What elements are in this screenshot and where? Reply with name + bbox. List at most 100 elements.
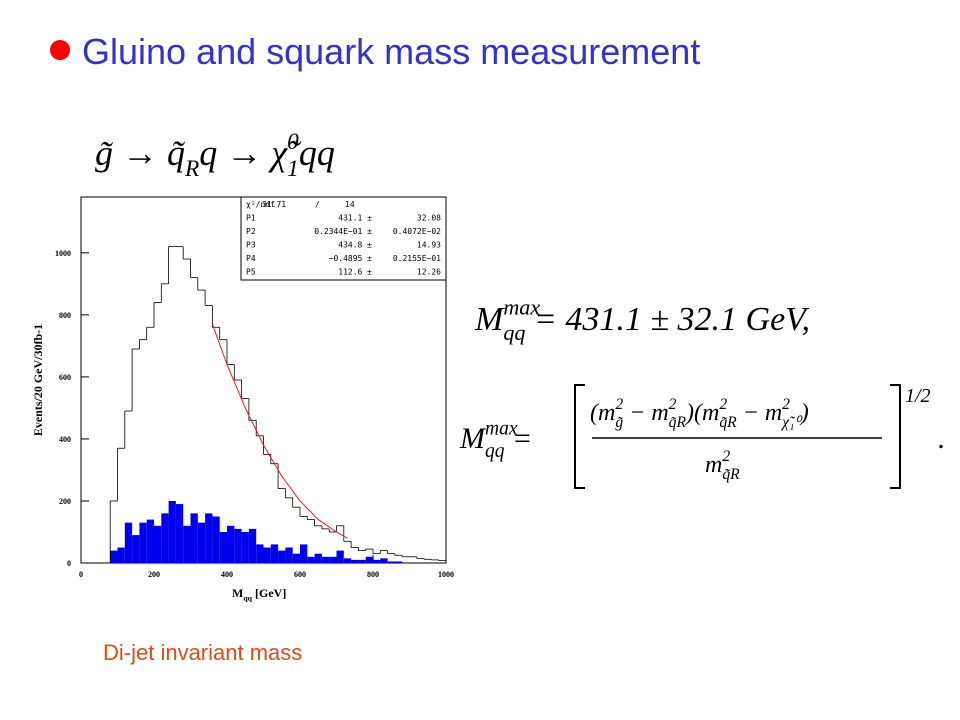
bar — [154, 525, 162, 563]
formula: (m2 g̃ − m2 q̃R)(m2 q̃R − m2 χ̃₁⁰) — [590, 396, 809, 431]
subscript: χ̃₁⁰ — [780, 414, 803, 431]
superscript: 2 — [615, 396, 623, 413]
bar — [278, 550, 286, 563]
bar — [212, 516, 220, 563]
subscript: 1 — [287, 156, 299, 182]
stats-label: P2 — [246, 227, 256, 236]
formula-text: ) — [799, 400, 809, 426]
bar — [329, 556, 337, 563]
formula-text: g̃ → q̃ — [95, 133, 186, 173]
stats-value: 0.2344E−01 ± — [314, 227, 372, 236]
bar — [373, 559, 381, 563]
bar — [263, 547, 271, 563]
bar — [292, 553, 300, 563]
bar — [110, 550, 118, 563]
bar — [307, 556, 315, 563]
stats-label: P4 — [246, 254, 256, 263]
stats-header: χ²/ndf — [246, 200, 275, 209]
stats-box — [240, 196, 447, 281]
stats-header: / — [315, 200, 320, 209]
superscript: 0 — [287, 129, 299, 155]
bar — [197, 522, 206, 563]
bar — [139, 522, 147, 563]
formula: g̃ → q̃Rq → χ̃0 1qq — [95, 129, 335, 182]
bar — [190, 513, 198, 563]
y-tick-label: 600 — [59, 373, 71, 382]
formula-text: − m — [623, 400, 669, 426]
bar — [124, 522, 133, 563]
brackets — [574, 384, 901, 489]
bar — [351, 559, 359, 563]
bar — [132, 535, 140, 563]
formula-text: q → χ̃ — [199, 133, 302, 173]
subscript: q̃R — [722, 466, 740, 483]
formula-text: )(m — [684, 400, 719, 426]
formula: Mmax qq = — [459, 419, 532, 463]
subscript: qq — [485, 441, 505, 462]
formula-text: = 431.1 ± 32.1 GeV, — [525, 301, 810, 338]
bar — [358, 559, 366, 563]
bar — [161, 513, 169, 563]
x-tick-label: 200 — [148, 570, 160, 579]
superscript: 2 — [722, 448, 730, 465]
bar — [205, 513, 213, 563]
bar — [343, 558, 352, 563]
x-tick-label: 600 — [294, 570, 306, 579]
stats-error: 14.93 — [417, 241, 441, 250]
formula-text: m — [705, 452, 722, 478]
y-tick-label: 400 — [59, 435, 71, 444]
stats-value: −0.4895 ± — [329, 254, 373, 263]
bar — [256, 544, 264, 563]
bar — [117, 547, 125, 563]
bar — [394, 561, 403, 563]
bar — [365, 556, 373, 563]
x-tick-label: 0 — [79, 570, 83, 579]
superscript: max — [503, 295, 540, 320]
stats-label: P5 — [246, 268, 256, 277]
formula-text: qq — [299, 133, 335, 173]
x-tick-label: 800 — [367, 570, 379, 579]
stats-value: 431.1 ± — [338, 214, 372, 223]
bar — [248, 528, 257, 563]
bar — [285, 547, 293, 563]
bar — [219, 531, 227, 563]
subscript: R — [184, 156, 199, 182]
y-tick-label: 0 — [67, 559, 71, 568]
bullet — [50, 40, 70, 60]
formula-text: M — [232, 586, 243, 600]
formula-text: − m — [737, 400, 783, 426]
bar — [146, 519, 154, 563]
exponent: 1/2 — [905, 385, 931, 407]
stats-error: 0.2155E−01 — [393, 254, 441, 263]
bar — [387, 561, 395, 563]
bar — [227, 525, 235, 563]
bar — [314, 553, 322, 563]
y-tick-label: 1000 — [55, 249, 71, 258]
subscript: q̃R — [719, 414, 737, 431]
bar — [380, 558, 388, 563]
bar — [336, 550, 344, 563]
formula-text: M — [459, 422, 487, 455]
bar — [168, 500, 176, 563]
stats-label: P3 — [246, 241, 256, 250]
fit-curve — [211, 323, 348, 539]
stats-label: P1 — [246, 214, 256, 223]
bar — [175, 504, 184, 563]
subscript: g̃ — [615, 414, 624, 431]
formula: m2 q̃R — [705, 448, 740, 483]
superscript: max — [485, 419, 518, 440]
formula-text: M — [474, 301, 505, 338]
y-tick-label: 800 — [59, 311, 71, 320]
stats-header: 31.71 — [262, 200, 286, 209]
stats-error: 12.26 — [417, 268, 441, 277]
superscript: 2 — [719, 396, 727, 413]
bar — [241, 531, 249, 563]
formula: Mmax qq = 431.1 ± 32.1 GeV, — [474, 295, 810, 346]
bar — [270, 544, 279, 563]
stats-value: 112.6 ± — [338, 268, 372, 277]
subscript: qq — [503, 320, 525, 345]
stats-header: 14 — [345, 200, 355, 209]
subscript: qq — [243, 594, 252, 603]
superscript: 2 — [782, 396, 790, 413]
